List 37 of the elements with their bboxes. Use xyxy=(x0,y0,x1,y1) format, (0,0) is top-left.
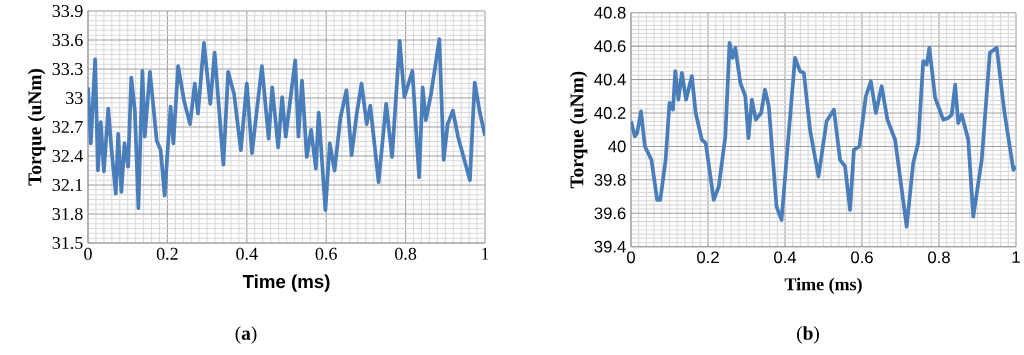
x-tick-label: 0.6 xyxy=(851,251,873,264)
y-tick-label: 32.4 xyxy=(52,149,84,163)
y-tick-label: 32.1 xyxy=(52,178,83,192)
line-series xyxy=(88,37,486,213)
x-tick-label: 0.4 xyxy=(236,247,258,260)
y-tick-label: 31.5 xyxy=(52,236,83,250)
y-tick-label: 33.6 xyxy=(52,33,83,47)
y-tick-label: 40.2 xyxy=(594,107,626,119)
text: (a) xyxy=(235,326,257,344)
y-tick-label: 33.3 xyxy=(52,62,83,76)
y-tick-label: 33.9 xyxy=(52,4,83,18)
x-tick-label: 1 xyxy=(482,247,489,260)
x-tick-label: 0 xyxy=(627,251,635,264)
y-tick-label: 40.8 xyxy=(594,6,626,19)
y-axis-title: Torque (uNm) xyxy=(27,69,46,186)
x-tick-label: 0.4 xyxy=(774,251,797,264)
y-tick-label: 39.6 xyxy=(594,207,626,220)
y-tick-label: 39.4 xyxy=(594,240,626,253)
x-axis-title: Time (ms) xyxy=(784,277,862,295)
y-tick-label: 32.7 xyxy=(52,120,83,134)
y-tick-label: 40.4 xyxy=(594,73,626,86)
x-tick-label: 0.8 xyxy=(928,251,950,264)
line-series xyxy=(631,40,1016,229)
y-tick-label: 31.8 xyxy=(52,207,83,221)
x-tick-label: 0.6 xyxy=(315,247,337,260)
x-tick-label: 0.8 xyxy=(395,247,417,260)
text: (b) xyxy=(797,326,819,344)
x-tick-label: 0.2 xyxy=(156,247,178,260)
x-axis-title: Time (ms) xyxy=(242,274,330,292)
x-tick-label: 0.2 xyxy=(697,251,719,264)
y-axis-title: Torque (uNm) xyxy=(569,71,588,189)
y-tick-label: 39.8 xyxy=(594,173,626,186)
y-tick-label: 40.6 xyxy=(594,40,626,53)
x-tick-label: 0 xyxy=(84,247,92,260)
y-tick-label: 33 xyxy=(66,91,83,105)
y-tick-label: 40 xyxy=(608,140,626,153)
x-tick-label: 1 xyxy=(1012,251,1020,263)
